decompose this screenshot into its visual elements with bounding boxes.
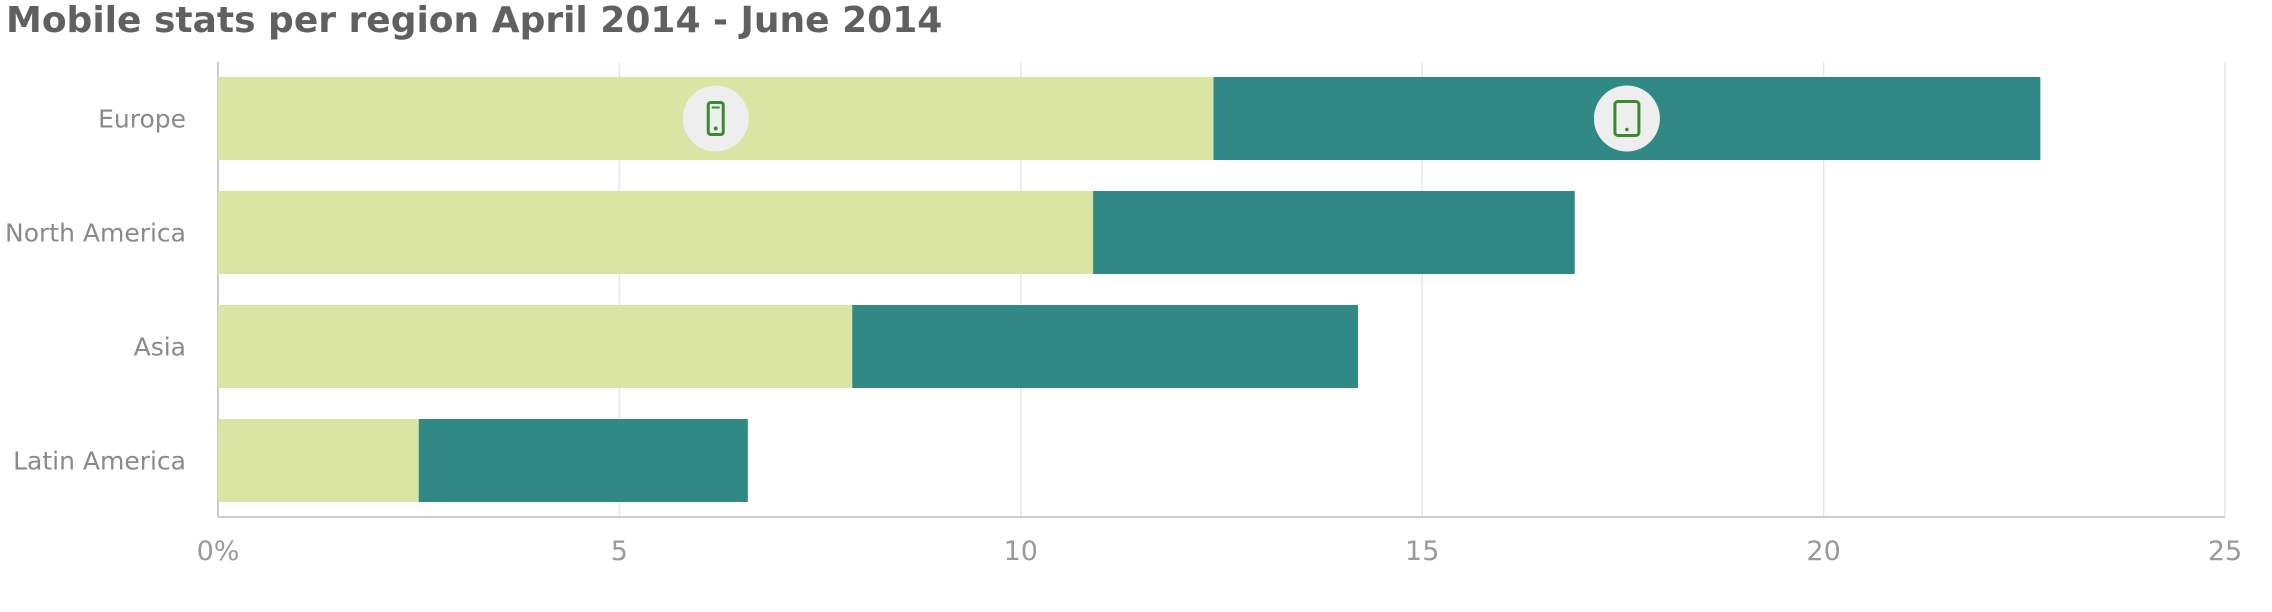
phone-body	[706, 101, 725, 136]
bar-segment	[852, 305, 1358, 388]
tablet-icon	[1613, 100, 1641, 137]
icon-badge	[682, 85, 749, 152]
category-label: North America	[5, 219, 186, 248]
category-label: Asia	[134, 333, 186, 362]
smartphone-icon	[706, 101, 725, 136]
phone-button	[713, 126, 718, 131]
bar-segment	[218, 191, 1094, 274]
x-tick-label: 10	[1004, 536, 1038, 567]
x-tick-label: 5	[611, 536, 628, 567]
label-layer: 0% 5 10 15 20 25 Europe North America Asia Latin …	[5, 105, 2242, 568]
bar-segment	[418, 419, 748, 502]
chart-title: Mobile stats per region April 2014 - Jun…	[6, 0, 943, 41]
tablet-body	[1613, 100, 1641, 137]
bar-layer	[218, 77, 2041, 502]
x-tick-label: 0%	[197, 536, 240, 567]
bar-segment	[218, 419, 419, 502]
x-tick-label: 25	[2208, 536, 2242, 567]
icon-layer	[682, 85, 1660, 152]
category-label: Europe	[98, 105, 186, 134]
x-tick-label: 15	[1405, 536, 1439, 567]
x-tick-label: 20	[1806, 536, 1840, 567]
bar-segment	[1093, 191, 1575, 274]
category-label: Latin America	[13, 447, 186, 476]
tablet-button	[1625, 127, 1629, 132]
icon-badge	[1593, 85, 1660, 152]
bar-segment	[218, 305, 853, 388]
